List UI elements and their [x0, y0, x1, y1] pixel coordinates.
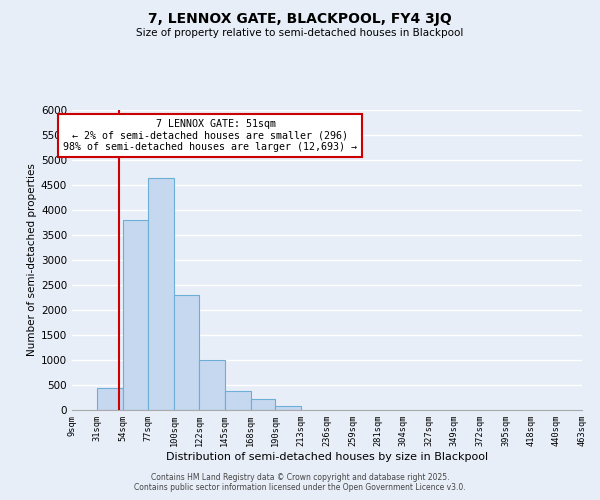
Y-axis label: Number of semi-detached properties: Number of semi-detached properties	[27, 164, 37, 356]
Bar	[97, 388, 122, 410]
Text: Contains public sector information licensed under the Open Government Licence v3: Contains public sector information licen…	[134, 484, 466, 492]
Bar	[225, 391, 251, 410]
Bar	[199, 360, 225, 410]
Text: Contains HM Land Registry data © Crown copyright and database right 2025.: Contains HM Land Registry data © Crown c…	[151, 474, 449, 482]
Bar	[148, 178, 174, 410]
Bar	[122, 220, 148, 410]
Text: 7, LENNOX GATE, BLACKPOOL, FY4 3JQ: 7, LENNOX GATE, BLACKPOOL, FY4 3JQ	[148, 12, 452, 26]
Text: 7 LENNOX GATE: 51sqm
← 2% of semi-detached houses are smaller (296)
98% of semi-: 7 LENNOX GATE: 51sqm ← 2% of semi-detach…	[63, 119, 357, 152]
Text: Size of property relative to semi-detached houses in Blackpool: Size of property relative to semi-detach…	[136, 28, 464, 38]
Bar	[275, 406, 301, 410]
X-axis label: Distribution of semi-detached houses by size in Blackpool: Distribution of semi-detached houses by …	[166, 452, 488, 462]
Bar	[251, 398, 275, 410]
Bar	[174, 295, 199, 410]
